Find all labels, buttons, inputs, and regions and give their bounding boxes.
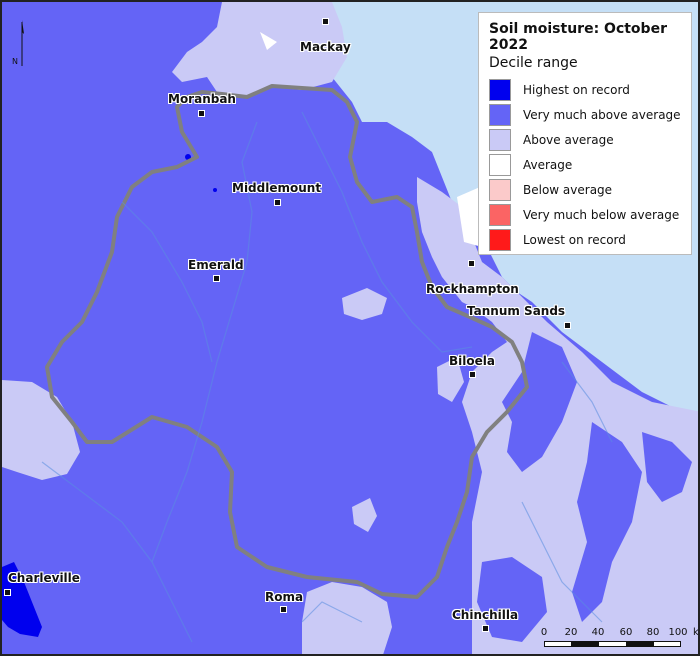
town-label-emerald: Emerald <box>188 258 244 272</box>
town-label-middlemount: Middlemount <box>232 181 322 195</box>
legend-swatch <box>489 228 511 251</box>
rivers <box>41 111 613 643</box>
legend-label: Below average <box>523 182 613 197</box>
legend-swatch <box>489 153 511 176</box>
legend-item: Lowest on record <box>489 227 681 252</box>
legend-subtitle: Decile range <box>489 55 578 71</box>
biloela-marker <box>469 371 476 378</box>
town-label-moranbah: Moranbah <box>168 92 236 106</box>
scale-tick-100: 100 <box>668 627 688 638</box>
legend-label: Average <box>523 157 573 172</box>
town-label-biloela: Biloela <box>449 354 495 368</box>
emerald-marker <box>213 275 220 282</box>
legend-item: Average <box>489 152 681 177</box>
scale-tick-0: 0 <box>540 627 548 638</box>
legend-label: Highest on record <box>523 82 630 97</box>
town-label-tannum-sands: Tannum Sands <box>467 304 566 318</box>
basin-boundary <box>45 84 529 599</box>
tannum-sands-marker <box>564 322 571 329</box>
charleville-marker <box>4 589 11 596</box>
legend-item: Highest on record <box>489 77 681 102</box>
legend-label: Above average <box>523 132 614 147</box>
legend-item: Above average <box>489 127 681 152</box>
legend-label: Lowest on record <box>523 232 626 247</box>
legend-title: Soil moisture: October 2022 <box>489 21 667 53</box>
map-legend: Soil moisture: October 2022 Decile range… <box>478 12 692 255</box>
moranbah-marker <box>198 110 205 117</box>
legend-swatch <box>489 128 511 151</box>
north-label: N <box>12 57 18 66</box>
legend-swatch <box>489 78 511 101</box>
town-label-rockhampton: Rockhampton <box>426 282 519 296</box>
town-label-roma: Roma <box>265 590 304 604</box>
roma-marker <box>280 606 287 613</box>
scale-bar: 0 20 40 60 80 100 km <box>540 627 699 651</box>
scale-tick-20: 20 <box>564 627 578 638</box>
legend-swatch <box>489 203 511 226</box>
scale-tick-60: 60 <box>619 627 633 638</box>
legend-item: Very much above average <box>489 102 681 127</box>
chinchilla-marker <box>482 625 489 632</box>
scale-tick-40: 40 <box>591 627 605 638</box>
town-label-chinchilla: Chinchilla <box>452 608 519 622</box>
town-label-mackay: Mackay <box>300 40 351 54</box>
middlemount-marker <box>274 199 281 206</box>
legend-label: Very much above average <box>523 107 681 122</box>
legend-swatch <box>489 103 511 126</box>
north-arrow: N <box>12 20 28 72</box>
scale-unit: km <box>693 627 699 638</box>
legend-label: Very much below average <box>523 207 680 222</box>
scale-tick-80: 80 <box>646 627 660 638</box>
mackay-above-average-patch <box>172 2 347 97</box>
rockhampton-marker <box>468 260 475 267</box>
legend-swatch <box>489 178 511 201</box>
town-label-charleville: Charleville <box>8 571 80 585</box>
legend-item: Very much below average <box>489 202 681 227</box>
highest-on-record-patch <box>2 562 42 637</box>
legend-item: Below average <box>489 177 681 202</box>
mackay-marker <box>322 18 329 25</box>
